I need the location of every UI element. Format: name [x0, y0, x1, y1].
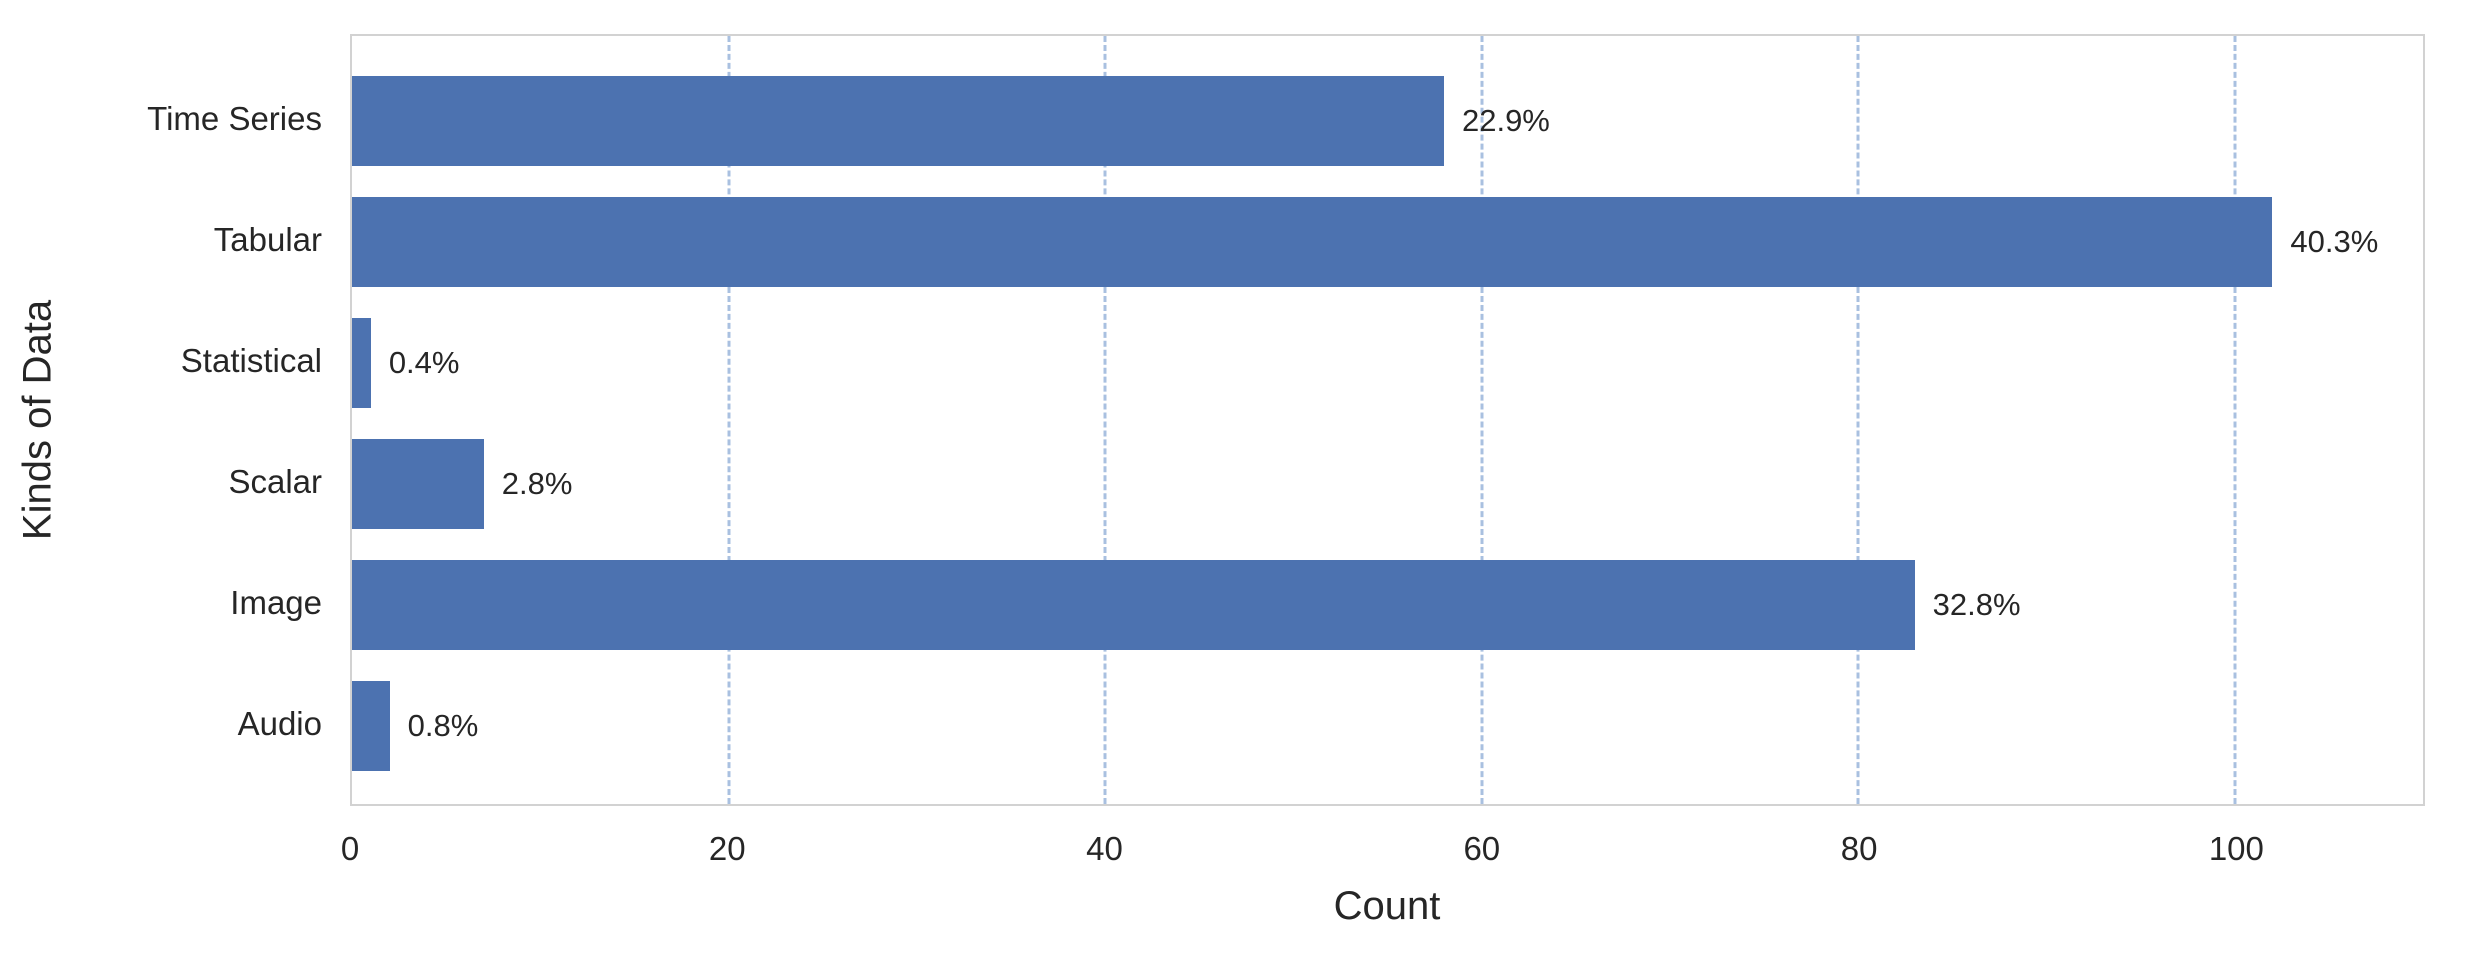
- bar-tabular: [352, 196, 2273, 287]
- bar-time-series: [352, 75, 1444, 166]
- gridlines: [352, 36, 2423, 804]
- bar-row: 0.8%: [352, 665, 2423, 786]
- bar-rows: 22.9% 40.3% 0.4% 2.8% 32.8% 0.8%: [352, 36, 2423, 804]
- gridline-100: [2233, 36, 2237, 804]
- bar-row: 22.9%: [352, 60, 2423, 181]
- bar-row: 2.8%: [352, 423, 2423, 544]
- bar-value-label: 0.8%: [407, 707, 479, 743]
- y-tick-label: Scalar: [228, 462, 322, 500]
- gridline-80: [1856, 36, 1860, 804]
- bar-value-label: 40.3%: [2290, 223, 2379, 259]
- y-category-labels: Time Series Tabular Statistical Scalar Image…: [40, 58, 322, 784]
- gridline-40: [1103, 36, 1107, 804]
- x-tick-label: 80: [1840, 830, 1878, 867]
- bar-row: 32.8%: [352, 544, 2423, 665]
- bar-value-label: 22.9%: [1461, 102, 1550, 138]
- gridline-60: [1480, 36, 1484, 804]
- bar-scalar: [352, 438, 484, 529]
- bar-row: 40.3%: [352, 181, 2423, 302]
- plot-area: 22.9% 40.3% 0.4% 2.8% 32.8% 0.8%: [350, 34, 2425, 806]
- bar-audio: [352, 680, 390, 771]
- gridline-20: [727, 36, 731, 804]
- x-tick-label: 20: [708, 830, 746, 867]
- y-tick-label: Image: [230, 583, 322, 621]
- bar-value-label: 2.8%: [501, 465, 573, 501]
- x-tick-label: 0: [340, 830, 360, 867]
- x-tick-label: 60: [1463, 830, 1501, 867]
- y-tick-label: Tabular: [213, 220, 322, 258]
- y-tick-label: Time Series: [147, 99, 322, 137]
- x-axis-ticks: 0 20 40 60 80 100: [341, 830, 2425, 874]
- bar-value-label: 0.4%: [388, 344, 460, 380]
- y-tick-label: Statistical: [180, 341, 322, 379]
- x-tick-label: 100: [2208, 830, 2264, 867]
- x-tick-label: 40: [1086, 830, 1123, 867]
- bar-value-label: 32.8%: [1932, 586, 2021, 622]
- bar-image: [352, 559, 1915, 650]
- bar-statistical: [352, 317, 371, 408]
- x-axis-label: Count: [1333, 884, 1441, 928]
- y-tick-label: Audio: [237, 704, 322, 742]
- bar-row: 0.4%: [352, 302, 2423, 423]
